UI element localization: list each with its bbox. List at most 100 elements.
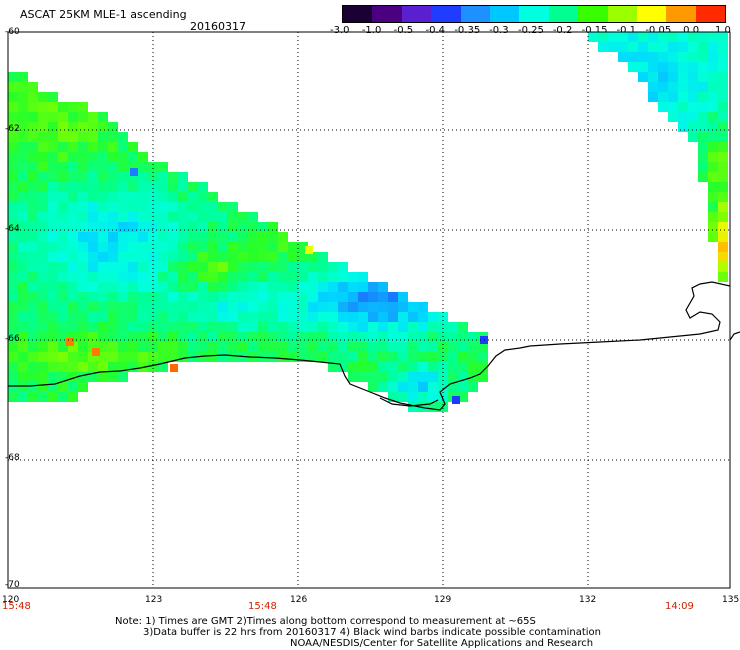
wind-cell	[98, 362, 108, 372]
wind-cell	[28, 342, 38, 352]
wind-cell	[18, 352, 28, 362]
wind-cell	[28, 332, 38, 342]
wind-cell	[378, 322, 388, 332]
colorbar-label: -1.0	[361, 25, 382, 36]
wind-cell	[48, 232, 58, 242]
wind-cell	[198, 222, 208, 232]
wind-cell	[388, 292, 398, 302]
wind-cell	[98, 352, 108, 362]
wind-cell	[38, 162, 48, 172]
wind-cell	[398, 372, 408, 382]
wind-cell	[448, 322, 458, 332]
wind-cell	[188, 322, 198, 332]
wind-cell	[288, 262, 298, 272]
wind-cell	[668, 52, 678, 62]
wind-cell	[118, 222, 128, 232]
wind-cell	[428, 352, 438, 362]
wind-cell	[328, 322, 338, 332]
wind-cell	[278, 322, 288, 332]
wind-cell	[408, 372, 418, 382]
wind-cell	[308, 262, 318, 272]
wind-cell	[108, 272, 118, 282]
wind-cell	[428, 392, 438, 402]
wind-cell	[338, 362, 348, 372]
wind-cell	[88, 302, 98, 312]
wind-cell	[98, 262, 108, 272]
wind-cell	[118, 292, 128, 302]
wind-cell	[8, 182, 18, 192]
wind-cell	[18, 82, 28, 92]
lat-label-60: -60	[5, 27, 20, 37]
wind-cell	[448, 372, 458, 382]
wind-cell	[718, 172, 728, 182]
wind-cell	[698, 32, 708, 42]
wind-cell	[338, 322, 348, 332]
wind-cell	[358, 282, 368, 292]
wind-cell	[448, 382, 458, 392]
wind-cell	[138, 152, 148, 162]
wind-cell	[88, 112, 98, 122]
wind-cell	[278, 352, 288, 362]
wind-cell	[18, 362, 28, 372]
wind-cell	[8, 382, 18, 392]
wind-cell	[18, 142, 28, 152]
coastline-segment	[379, 397, 439, 407]
wind-cell	[18, 282, 28, 292]
wind-cell	[398, 302, 408, 312]
wind-cell	[208, 272, 218, 282]
colorbar-swatch	[666, 6, 696, 22]
wind-cell	[348, 362, 358, 372]
wind-cell	[318, 352, 328, 362]
wind-cell	[688, 132, 698, 142]
wind-cell	[688, 42, 698, 52]
wind-cell	[238, 312, 248, 322]
wind-cell	[118, 152, 128, 162]
wind-cell	[28, 202, 38, 212]
wind-cell	[368, 302, 378, 312]
wind-cell	[18, 182, 28, 192]
wind-cell	[58, 252, 68, 262]
wind-cell	[258, 262, 268, 272]
wind-cell	[38, 382, 48, 392]
wind-cell	[118, 322, 128, 332]
wind-cell	[308, 332, 318, 342]
wind-cell	[48, 362, 58, 372]
wind-cell	[428, 382, 438, 392]
wind-cell	[398, 362, 408, 372]
wind-cell	[258, 312, 268, 322]
wind-cell	[98, 112, 108, 122]
wind-cell	[108, 212, 118, 222]
wind-cell	[108, 182, 118, 192]
wind-cell	[188, 262, 198, 272]
wind-cell	[428, 402, 438, 412]
wind-cell	[98, 372, 108, 382]
wind-cell	[138, 352, 148, 362]
wind-cell	[28, 362, 38, 372]
wind-cell	[208, 252, 218, 262]
wind-cell	[408, 302, 418, 312]
wind-cell	[178, 352, 188, 362]
wind-cell	[688, 72, 698, 82]
wind-cell	[38, 252, 48, 262]
wind-cell	[8, 332, 18, 342]
wind-cell	[338, 272, 348, 282]
wind-cell	[418, 392, 428, 402]
wind-cell	[418, 352, 428, 362]
wind-cell	[98, 242, 108, 252]
wind-cell	[238, 272, 248, 282]
wind-cell	[68, 362, 78, 372]
wind-cell	[8, 112, 18, 122]
wind-cell	[668, 72, 678, 82]
wind-cell	[28, 82, 38, 92]
wind-cell	[648, 72, 658, 82]
wind-cell	[168, 202, 178, 212]
wind-cell	[138, 322, 148, 332]
wind-cell	[68, 292, 78, 302]
wind-cell	[28, 102, 38, 112]
wind-cell	[178, 322, 188, 332]
wind-cell	[158, 302, 168, 312]
wind-cell	[108, 232, 118, 242]
wind-cell	[48, 252, 58, 262]
wind-cell	[208, 202, 218, 212]
wind-cell	[708, 42, 718, 52]
